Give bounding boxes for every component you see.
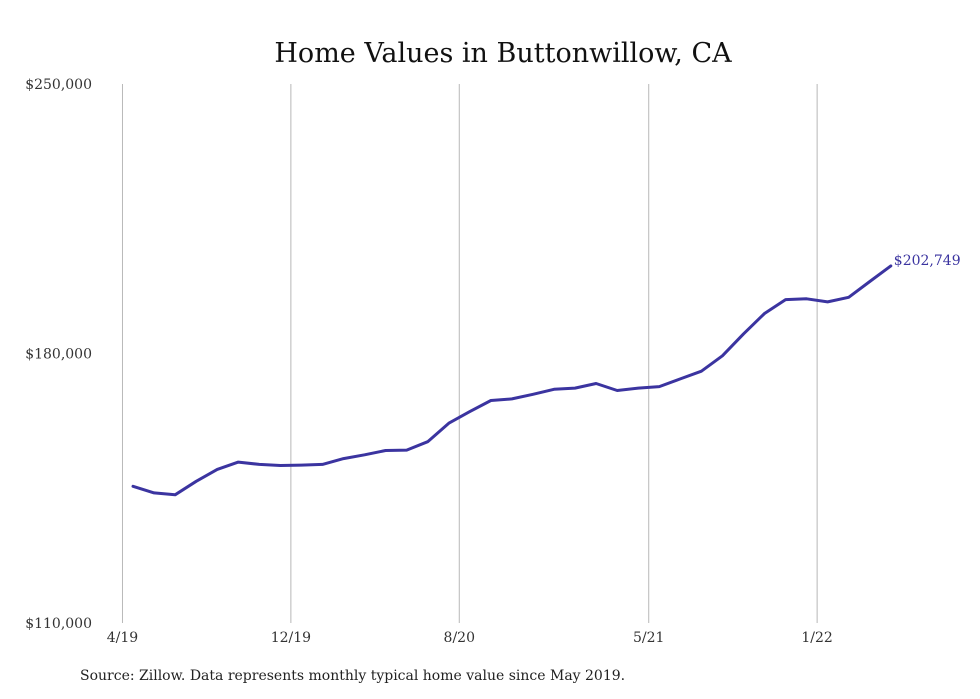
series-group	[131, 264, 893, 497]
x-tick-label: 1/22	[801, 630, 832, 646]
x-tick-label: 5/21	[633, 630, 664, 646]
x-tick-label: 12/19	[271, 630, 311, 646]
y-axis-ticks: $110,000 $180,000 $250,000	[25, 77, 92, 632]
x-axis-ticks: 4/19 12/19 8/20 5/21 1/22	[107, 630, 833, 646]
series-line	[131, 264, 893, 497]
chart-title: Home Values in Buttonwillow, CA	[274, 38, 732, 69]
y-tick-label: $110,000	[25, 616, 92, 632]
gridlines	[121, 84, 818, 623]
y-tick-label: $180,000	[25, 347, 92, 363]
end-value-label: $202,749	[894, 253, 961, 269]
y-tick-label: $250,000	[25, 77, 92, 93]
source-note: Source: Zillow. Data represents monthly …	[80, 668, 626, 684]
x-tick-label: 8/20	[444, 630, 475, 646]
x-tick-label: 4/19	[107, 630, 138, 646]
